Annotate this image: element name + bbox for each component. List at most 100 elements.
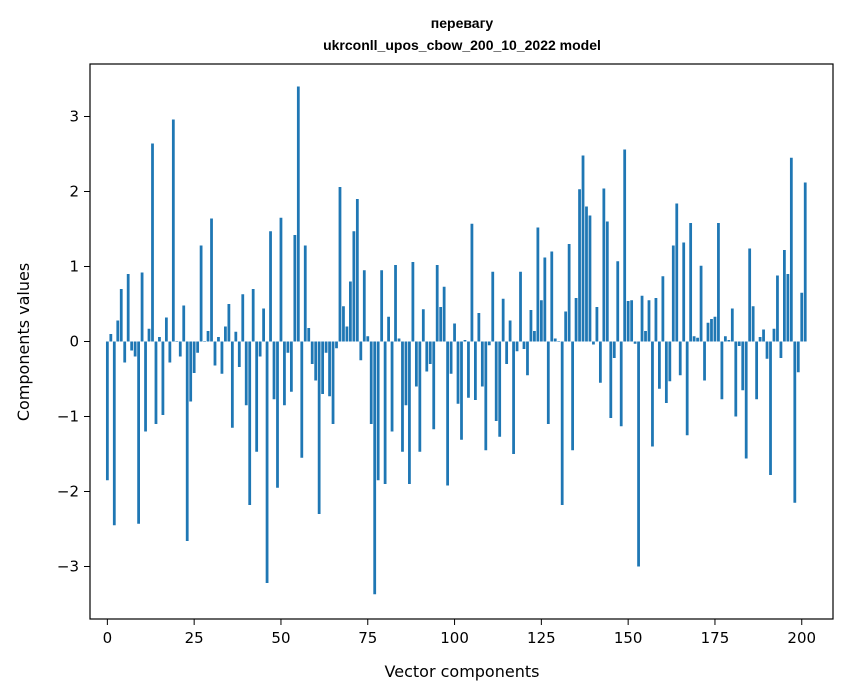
bar xyxy=(151,143,154,342)
bar xyxy=(720,341,724,400)
bar xyxy=(696,337,699,342)
bar xyxy=(536,227,540,342)
y-tick-label: 3 xyxy=(69,108,79,126)
bar xyxy=(609,341,613,418)
bar xyxy=(241,294,245,342)
bar xyxy=(557,341,561,342)
bar xyxy=(397,338,401,342)
bar xyxy=(324,341,328,353)
bar xyxy=(498,341,502,437)
bar xyxy=(526,341,529,376)
y-axis-title: Components values xyxy=(14,263,33,421)
bar xyxy=(196,341,200,353)
bar xyxy=(123,341,127,363)
bar xyxy=(595,307,599,342)
bar xyxy=(262,308,265,342)
bar xyxy=(529,310,533,342)
bar xyxy=(220,341,224,374)
bar xyxy=(355,199,359,342)
bar xyxy=(178,341,182,357)
bar xyxy=(501,298,505,342)
bar xyxy=(793,341,797,503)
bar xyxy=(637,341,640,567)
x-axis-title: Vector components xyxy=(385,662,540,681)
bar xyxy=(786,274,790,342)
bar xyxy=(428,341,432,364)
bar xyxy=(574,298,578,342)
bar xyxy=(664,341,668,403)
bar xyxy=(213,341,217,366)
bar xyxy=(335,341,338,349)
bar xyxy=(512,341,515,454)
bar xyxy=(772,328,776,342)
bar xyxy=(189,341,193,402)
bar xyxy=(116,320,120,342)
bar xyxy=(658,341,661,389)
bar xyxy=(366,336,370,342)
x-tick-label: 25 xyxy=(185,629,204,647)
bar xyxy=(755,341,759,400)
x-tick-label: 50 xyxy=(271,629,290,647)
bar xyxy=(258,341,262,357)
bar xyxy=(484,341,488,451)
bar xyxy=(279,217,283,342)
bar xyxy=(449,341,453,374)
bar xyxy=(675,203,679,342)
bar xyxy=(265,341,269,583)
bar xyxy=(234,331,238,342)
bar xyxy=(692,336,696,342)
bar xyxy=(671,245,675,342)
bar xyxy=(769,341,772,475)
x-tick-label: 100 xyxy=(440,629,469,647)
x-tick-label: 125 xyxy=(527,629,556,647)
bar xyxy=(168,341,172,363)
x-axis-ticks: 0 25 50 75 100 125 150 175 200 xyxy=(103,619,816,647)
bar xyxy=(522,341,526,349)
bar xyxy=(463,340,467,342)
bar xyxy=(737,341,741,346)
bar xyxy=(685,341,689,436)
bar xyxy=(307,328,311,342)
bar xyxy=(317,341,321,514)
bar xyxy=(140,272,144,342)
bar xyxy=(418,341,422,452)
bar xyxy=(567,244,571,342)
bar xyxy=(137,341,140,524)
bar xyxy=(689,223,693,342)
bar xyxy=(640,295,644,342)
bar xyxy=(508,320,512,342)
bar xyxy=(453,323,456,342)
bar xyxy=(682,242,686,342)
bar xyxy=(126,274,130,342)
bar xyxy=(588,215,592,342)
bar xyxy=(751,306,755,342)
plot-frame xyxy=(89,63,834,620)
bar xyxy=(147,328,151,342)
bar xyxy=(539,300,543,342)
bar xyxy=(112,341,116,526)
bar xyxy=(380,270,384,342)
bar xyxy=(376,341,380,481)
bar xyxy=(560,341,564,505)
bar xyxy=(130,341,134,351)
bar xyxy=(592,341,595,345)
x-tick-label: 150 xyxy=(614,629,643,647)
bar xyxy=(800,292,804,342)
bar xyxy=(661,276,665,342)
bar xyxy=(598,341,602,383)
bar xyxy=(248,341,252,505)
bar xyxy=(373,341,377,595)
bar xyxy=(474,341,477,400)
bars-group xyxy=(105,86,807,595)
bar xyxy=(421,309,425,342)
y-tick-label: 0 xyxy=(69,333,79,351)
bar xyxy=(442,286,446,342)
bar xyxy=(296,86,300,342)
bar xyxy=(408,341,411,484)
bar xyxy=(244,341,248,406)
bar xyxy=(154,341,158,424)
bar xyxy=(803,182,807,342)
bar xyxy=(585,206,588,342)
bar xyxy=(276,341,279,488)
bar xyxy=(387,316,390,342)
